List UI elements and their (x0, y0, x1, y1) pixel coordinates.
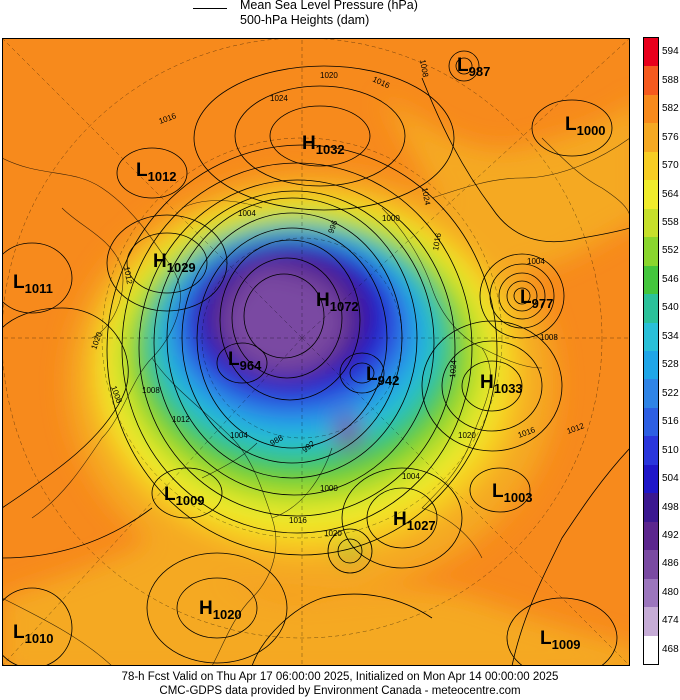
pressure-centers: H1032 L987 L1000 L1012 H1029 L1011 H1072… (13, 55, 606, 652)
low-pressure-center: L1009 (164, 484, 205, 508)
colorbar-swatch (644, 294, 658, 324)
svg-text:1008: 1008 (540, 333, 558, 342)
colorbar-swatch (644, 635, 658, 665)
svg-text:1016: 1016 (289, 516, 307, 525)
colorbar-level-label: 474 (662, 615, 679, 627)
legend-heights-label: 500-hPa Heights (dam) (240, 13, 370, 27)
colorbar-swatch (644, 607, 658, 637)
high-pressure-center: H1032 (302, 133, 345, 157)
low-pressure-center: L1003 (492, 481, 533, 505)
colorbar-swatch (644, 265, 658, 295)
svg-text:1004: 1004 (238, 209, 256, 218)
svg-text:1000: 1000 (320, 484, 338, 493)
colorbar-level-label: 594 (662, 46, 679, 58)
colorbar-swatch (644, 351, 658, 380)
colorbar-level-label: 534 (662, 330, 679, 342)
svg-text:1012: 1012 (172, 415, 190, 424)
colorbar-swatch (644, 237, 658, 267)
colorbar-swatch (644, 464, 658, 494)
low-pressure-center: L1000 (565, 114, 606, 138)
low-pressure-center: L1011 (13, 272, 53, 296)
low-pressure-center: L964 (228, 349, 262, 373)
forecast-validity-text: 78-h Fcst Valid on Thu Apr 17 06:00:00 2… (121, 671, 559, 683)
colorbar-level-label: 510 (662, 444, 679, 456)
colorbar-swatch (644, 208, 658, 238)
svg-text:1012: 1012 (122, 266, 134, 286)
colorbar-swatch (644, 521, 658, 551)
svg-text:1020: 1020 (324, 529, 342, 538)
map-legend: Mean Sea Level Pressure (hPa) 500-hPa He… (0, 0, 680, 36)
svg-text:1016: 1016 (431, 232, 443, 252)
colorbar-level-label: 564 (662, 188, 679, 200)
svg-text:1020: 1020 (458, 431, 476, 440)
svg-text:996: 996 (326, 219, 339, 235)
colorbar-swatch (644, 180, 658, 210)
svg-text:1024: 1024 (270, 94, 288, 103)
low-pressure-center: L1009 (540, 628, 581, 652)
svg-text:1000: 1000 (382, 214, 400, 223)
weather-map: 1020 1016 1008 1024 1016 1004 996 1000 1… (2, 38, 630, 666)
colorbar-level-label: 498 (662, 501, 679, 513)
colorbar-level-label: 582 (662, 103, 679, 115)
colorbar-swatch (644, 379, 658, 409)
low-pressure-center: L1012 (136, 160, 177, 184)
low-pressure-center: L987 (457, 55, 490, 79)
svg-text:1020: 1020 (320, 71, 338, 80)
svg-text:1004: 1004 (527, 257, 545, 266)
height-field-shading (2, 98, 630, 666)
svg-text:1024: 1024 (420, 187, 432, 207)
data-credit-text: CMC-GDPS data provided by Environment Ca… (159, 685, 521, 697)
colorbar-level-label: 528 (662, 359, 679, 371)
colorbar-level-label: 558 (662, 216, 679, 228)
colorbar-swatch (644, 407, 658, 437)
colorbar-level-label: 540 (662, 302, 679, 314)
colorbar-swatch (644, 322, 658, 352)
colorbar-swatch (644, 94, 658, 124)
isobars (2, 50, 630, 666)
legend-line-symbol (193, 8, 227, 9)
high-pressure-center: H1020 (199, 598, 242, 622)
colorbar-swatch (644, 436, 658, 466)
high-pressure-center: H1027 (393, 509, 436, 533)
low-pressure-center: L942 (366, 364, 399, 388)
svg-text:1004: 1004 (230, 431, 248, 440)
colorbar-level-label: 486 (662, 558, 679, 570)
svg-text:1008: 1008 (418, 59, 430, 79)
low-pressure-center: L1010 (13, 622, 54, 646)
colorbar-level-label: 576 (662, 131, 679, 143)
colorbar-level-label: 570 (662, 160, 679, 172)
colorbar-swatch (644, 493, 658, 523)
colorbar-level-label: 468 (662, 643, 679, 655)
colorbar-level-label: 588 (662, 74, 679, 86)
svg-text:1008: 1008 (142, 386, 160, 395)
colorbar-swatch (644, 550, 658, 580)
svg-text:1024: 1024 (448, 359, 459, 378)
colorbar-level-label: 546 (662, 273, 679, 285)
colorbar-swatch (644, 123, 658, 153)
colorbar-level-label: 522 (662, 387, 679, 399)
legend-mslp-label: Mean Sea Level Pressure (hPa) (240, 0, 418, 12)
svg-text:1004: 1004 (402, 472, 420, 481)
high-pressure-center: H1033 (480, 372, 523, 396)
colorbar-level-label: 492 (662, 529, 679, 541)
colorbar-level-label: 516 (662, 416, 679, 428)
low-pressure-center: L977 (520, 287, 553, 311)
colorbar-level-label: 504 (662, 473, 679, 485)
colorbar-swatch (644, 578, 658, 608)
height-colorbar (643, 37, 659, 665)
coastlines (2, 137, 630, 666)
colorbar-swatch (644, 38, 658, 67)
high-pressure-center: H1072 (316, 290, 359, 314)
map-frame (2, 38, 630, 666)
colorbar-swatch (644, 66, 658, 96)
colorbar-level-label: 552 (662, 245, 679, 257)
colorbar-level-label: 480 (662, 586, 679, 598)
colorbar-swatch (644, 151, 658, 181)
high-pressure-center: H1029 (153, 251, 196, 275)
